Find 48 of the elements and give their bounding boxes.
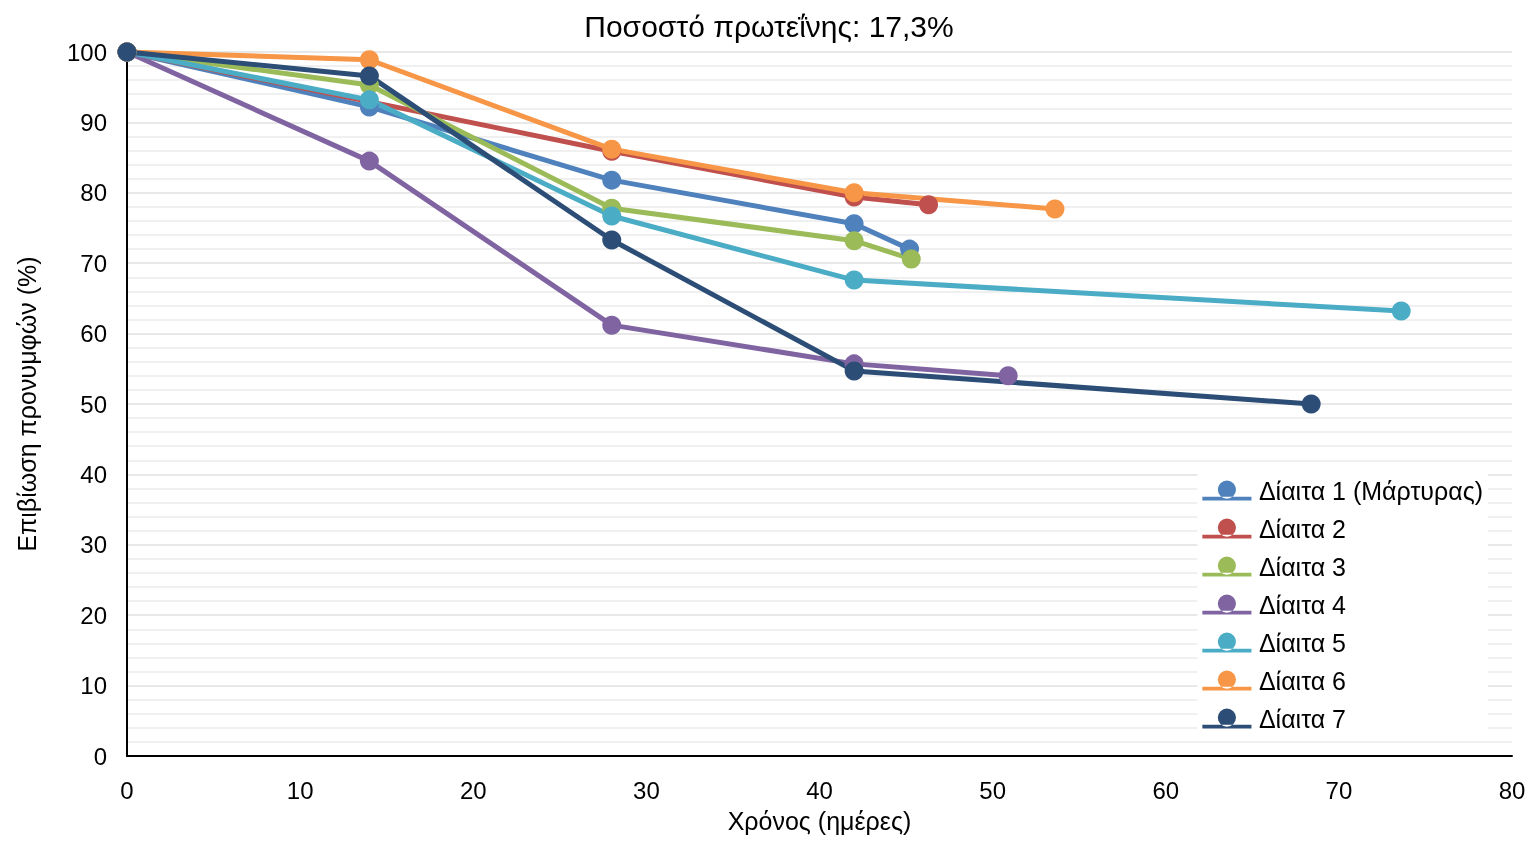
point	[1045, 199, 1065, 219]
point	[998, 366, 1018, 386]
point	[602, 315, 622, 335]
point	[901, 249, 921, 269]
y-tick-label: 0	[93, 742, 107, 770]
x-tick-label: 40	[806, 776, 833, 804]
point	[602, 230, 622, 250]
point	[359, 90, 379, 110]
y-tick-label: 10	[80, 672, 107, 700]
y-tick-label: 20	[80, 601, 107, 629]
x-tick-label: 50	[979, 776, 1006, 804]
point	[359, 66, 379, 86]
y-tick-label: 50	[80, 390, 107, 418]
chart-title: Ποσοστό πρωτεΐνης: 17,3%	[584, 9, 954, 43]
point	[844, 214, 864, 234]
x-tick-label: 0	[120, 776, 134, 804]
legend-label: Δίαιτα 1 (Μάρτυρας)	[1258, 476, 1484, 505]
legend-label: Δίαιτα 6	[1258, 666, 1346, 695]
point	[919, 195, 939, 215]
legend-label: Δίαιτα 7	[1258, 704, 1346, 733]
point	[602, 206, 622, 226]
x-tick-label: 10	[286, 776, 314, 804]
y-tick-label: 30	[80, 531, 107, 559]
x-tick-label: 20	[459, 776, 487, 804]
x-tick-label: 60	[1152, 776, 1180, 804]
legend-label: Δίαιτα 2	[1258, 514, 1346, 543]
y-tick-label: 90	[80, 108, 107, 136]
y-tick-label: 40	[80, 460, 107, 488]
legend-label: Δίαιτα 3	[1258, 552, 1346, 581]
x-tick-label: 80	[1498, 776, 1526, 804]
legend-label: Δίαιτα 4	[1258, 590, 1347, 619]
y-tick-label: 60	[80, 320, 107, 348]
x-axis-title: Χρόνος (ημέρες)	[727, 806, 912, 835]
point	[844, 231, 864, 251]
y-tick-label: 100	[66, 38, 107, 66]
point	[359, 151, 379, 171]
point	[1301, 394, 1321, 414]
x-tick-label: 30	[633, 776, 660, 804]
point	[602, 170, 622, 190]
x-tick-label: 70	[1325, 776, 1353, 804]
y-tick-label: 70	[80, 249, 107, 277]
y-axis-title: Επιβίωση προνυμφών (%)	[12, 256, 41, 552]
point	[844, 270, 864, 290]
point	[359, 50, 379, 70]
legend-label: Δίαιτα 5	[1258, 628, 1346, 657]
y-tick-label: 80	[80, 179, 107, 207]
point	[844, 361, 864, 381]
point	[1391, 301, 1411, 321]
